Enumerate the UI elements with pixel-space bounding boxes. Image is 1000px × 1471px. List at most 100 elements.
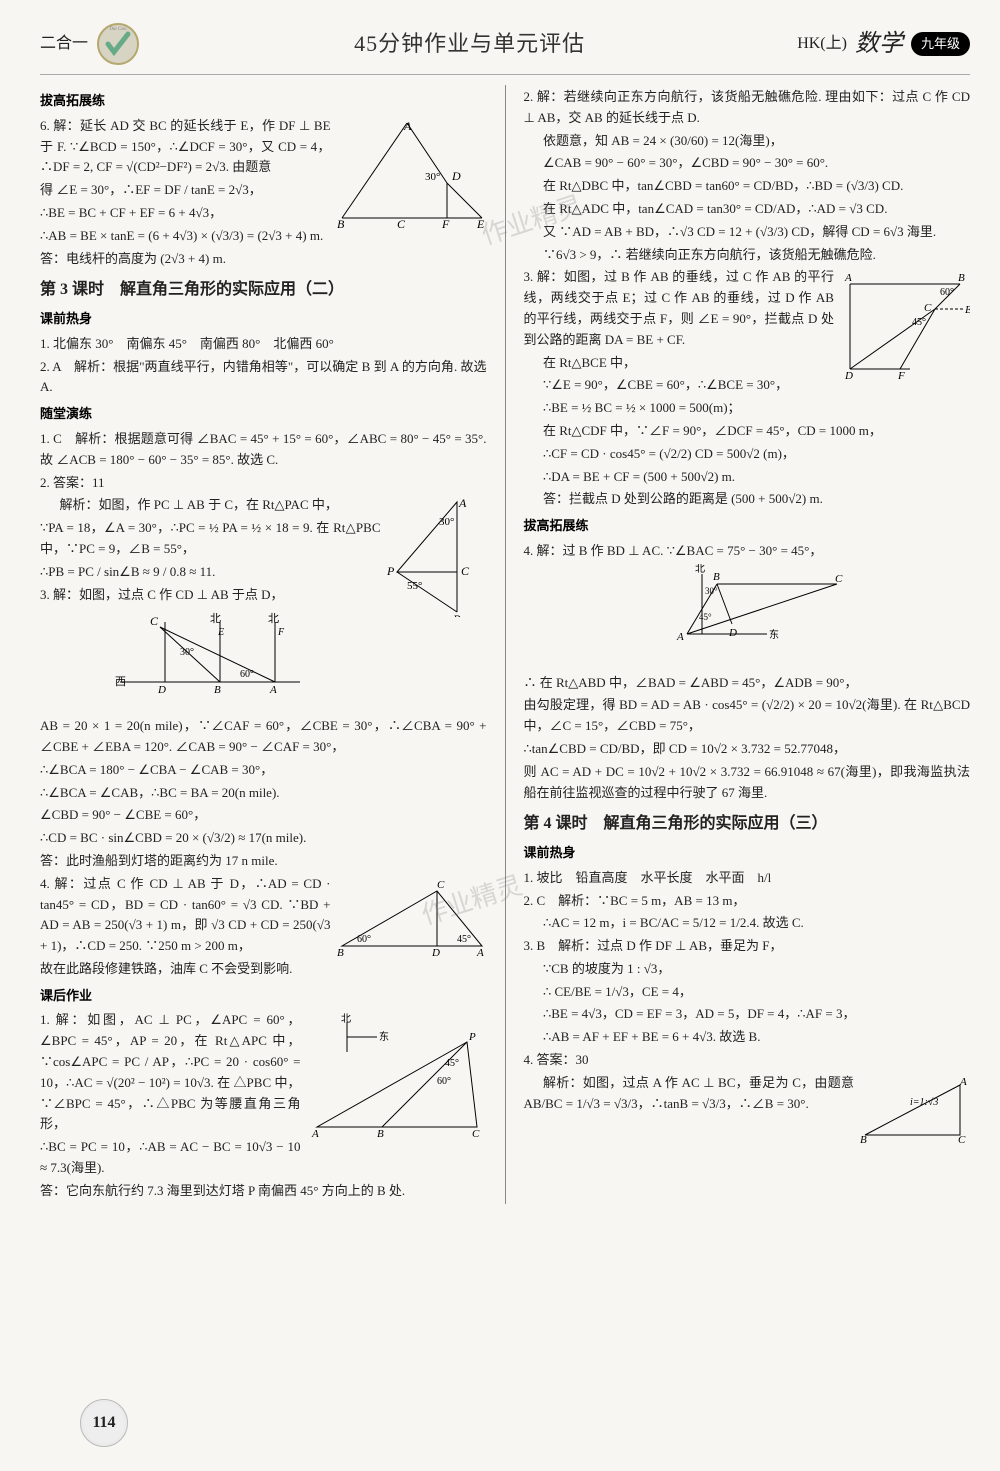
header-left: 二合一 Dui Gou: [40, 20, 142, 68]
series-label: 二合一: [40, 31, 88, 57]
svg-text:P: P: [468, 1031, 476, 1043]
solution-text: ∴AC = 12 m，i = BC/AC = 5/12 = 1/2.4. 故选 …: [523, 913, 970, 934]
section-title: 拔高拓展练: [523, 516, 970, 537]
svg-text:30°: 30°: [705, 586, 718, 596]
svg-text:C: C: [150, 614, 159, 628]
solution-text: 2. 答案：11: [40, 473, 487, 494]
svg-text:A: A: [403, 119, 412, 133]
svg-text:B: B: [377, 1128, 384, 1140]
solution-text: ∵6√3 > 9，∴ 若继续向正东方向航行，该货船无触礁危险.: [523, 245, 970, 266]
svg-text:西: 西: [115, 676, 126, 688]
svg-text:60°: 60°: [240, 669, 254, 680]
solution-text: AB = 20 × 1 = 20(n mile)，∵∠CAF = 60°，∠CB…: [40, 716, 487, 758]
solution-text: 2. 解：若继续向正东方向航行，该货船无触礁危险. 理由如下：过点 C 作 CD…: [523, 87, 970, 129]
question-text: 1. 北偏东 30° 南偏东 45° 南偏西 80° 北偏西 60°: [40, 334, 487, 355]
geometry-diagram: A B C F E D 30°: [337, 118, 487, 235]
page-header: 二合一 Dui Gou 45分钟作业与单元评估 HK(上) 数学 九年级: [40, 20, 970, 75]
geometry-diagram: 北 东 A B C P 45° 60°: [307, 1012, 487, 1149]
lesson-title: 第 3 课时 解直角三角形的实际应用（二）: [40, 277, 487, 303]
svg-text:i=1:√3: i=1:√3: [910, 1097, 938, 1108]
svg-text:F: F: [897, 370, 905, 379]
svg-text:45°: 45°: [445, 1058, 459, 1069]
svg-text:30°: 30°: [439, 516, 454, 528]
geometry-diagram: A P C B 30° 55°: [387, 497, 487, 624]
grade-pill: 九年级: [911, 32, 970, 57]
svg-text:E: E: [476, 217, 485, 228]
solution-text: ∴∠BCA = 180° − ∠CBA − ∠CAB = 30°，: [40, 760, 487, 781]
svg-text:P: P: [387, 564, 395, 578]
solution-text: 2. C 解析：∵BC = 5 m，AB = 13 m，: [523, 891, 970, 912]
svg-text:C: C: [461, 564, 470, 578]
svg-text:东: 东: [379, 1030, 389, 1043]
svg-text:F: F: [277, 627, 285, 638]
svg-text:东: 东: [769, 628, 779, 641]
svg-text:北: 北: [341, 1013, 351, 1025]
section-title: 拔高拓展练: [40, 91, 487, 112]
solution-text: ∴BE = ½ BC = ½ × 1000 = 500(m)；: [523, 398, 970, 419]
solution-text: 则 AC = AD + DC = 10√2 + 10√2 × 3.732 = 6…: [523, 762, 970, 804]
svg-text:A: A: [676, 631, 684, 643]
svg-text:北: 北: [695, 564, 705, 575]
solution-text: 又 ∵AD = AB + BD，∴√3 CD = 12 + (√3/3) CD，…: [523, 222, 970, 243]
svg-text:Dui Gou: Dui Gou: [109, 27, 127, 32]
svg-text:B: B: [337, 217, 345, 228]
section-title: 随堂演练: [40, 404, 487, 425]
solution-text: ∵CB 的坡度为 1 : √3，: [523, 959, 970, 980]
svg-text:B: B: [958, 272, 965, 284]
svg-text:F: F: [441, 217, 450, 228]
question-text: 1. 坡比 铅直高度 水平长度 水平面 h/l: [523, 868, 970, 889]
svg-text:D: D: [844, 370, 853, 379]
svg-text:45°: 45°: [457, 934, 471, 945]
solution-text: 答：它向东航行约 7.3 海里到达灯塔 P 南偏西 45° 方向上的 B 处.: [40, 1181, 487, 1202]
right-column: 2. 解：若继续向正东方向航行，该货船无触礁危险. 理由如下：过点 C 作 CD…: [523, 85, 970, 1204]
solution-text: ∴BE = 4√3，CD = EF = 3，AD = 5，DF = 4，∴AF …: [523, 1004, 970, 1025]
solution-text: ∠CBD = 90° − ∠CBE = 60°，: [40, 805, 487, 826]
solution-text: ∴CD = BC · sin∠CBD = 20 × (√3/2) ≈ 17(n …: [40, 828, 487, 849]
svg-text:55°: 55°: [407, 580, 422, 592]
svg-text:B: B: [713, 571, 720, 583]
svg-text:60°: 60°: [437, 1076, 451, 1087]
solution-text: ∴tan∠CBD = CD/BD，即 CD = 10√2 × 3.732 = 5…: [523, 739, 970, 760]
solution-text: ∴CF = CD · cos45° = (√2/2) CD = 500√2 (m…: [523, 444, 970, 465]
solution-text: ∴ 在 Rt△ABD 中，∠BAD = ∠ABD = 45°，∠ADB = 90…: [523, 673, 970, 694]
edition-label: HK(上): [797, 31, 847, 57]
svg-text:C: C: [958, 1134, 966, 1145]
solution-text: 由勾股定理，得 BD = AD = AB · cos45° = (√2/2) ×…: [523, 695, 970, 737]
svg-text:北: 北: [268, 612, 279, 625]
svg-text:A: A: [844, 272, 852, 284]
section-title: 课后作业: [40, 986, 487, 1007]
geometry-diagram: 北 东 A B C D 30° 45°: [523, 564, 970, 671]
svg-text:C: C: [835, 573, 843, 585]
svg-text:A: A: [476, 947, 484, 956]
svg-text:45°: 45°: [912, 317, 926, 328]
header-right: HK(上) 数学 九年级: [797, 25, 970, 63]
solution-text: ∠CAB = 90° − 60° = 30°，∠CBD = 90° − 30° …: [523, 153, 970, 174]
left-column: 拔高拓展练 A B C F E D 30° 6. 解：延长 AD 交 BC 的延…: [40, 85, 487, 1204]
svg-text:A: A: [458, 497, 467, 510]
solution-text: 在 Rt△ADC 中，tan∠CAD = tan30° = CD/AD，∴AD …: [523, 199, 970, 220]
solution-text: ∴ CE/BE = 1/√3，CE = 4，: [523, 982, 970, 1003]
svg-text:B: B: [453, 612, 461, 617]
svg-text:45°: 45°: [699, 612, 712, 622]
svg-text:B: B: [860, 1134, 867, 1145]
svg-text:A: A: [311, 1128, 319, 1140]
svg-text:C: C: [924, 302, 932, 314]
svg-text:60°: 60°: [940, 287, 954, 298]
section-title: 课前热身: [523, 843, 970, 864]
svg-text:A: A: [269, 684, 277, 696]
content-columns: 拔高拓展练 A B C F E D 30° 6. 解：延长 AD 交 BC 的延…: [40, 85, 970, 1204]
solution-text: 在 Rt△CDF 中，∵∠F = 90°，∠DCF = 45°，CD = 100…: [523, 421, 970, 442]
geometry-diagram: B D A C 60° 45°: [337, 876, 487, 963]
svg-text:E: E: [964, 304, 970, 316]
svg-text:E: E: [217, 627, 224, 638]
question-text: 2. A 解析：根据"两直线平行，内错角相等"，可以确定 B 到 A 的方向角.…: [40, 357, 487, 399]
svg-text:30°: 30°: [425, 171, 440, 183]
svg-text:B: B: [337, 947, 344, 956]
solution-text: 4. 解：过 B 作 BD ⊥ AC. ∵∠BAC = 75° − 30° = …: [523, 541, 970, 562]
solution-text: 1. C 解析：根据题意可得 ∠BAC = 45° + 15° = 60°，∠A…: [40, 429, 487, 471]
svg-text:B: B: [214, 684, 221, 696]
column-divider: [505, 85, 506, 1204]
logo-icon: Dui Gou: [94, 20, 142, 68]
solution-text: ∴AB = AF + EF + BE = 6 + 4√3. 故选 B.: [523, 1027, 970, 1048]
solution-text: 3. B 解析：过点 D 作 DF ⊥ AB，垂足为 F，: [523, 936, 970, 957]
